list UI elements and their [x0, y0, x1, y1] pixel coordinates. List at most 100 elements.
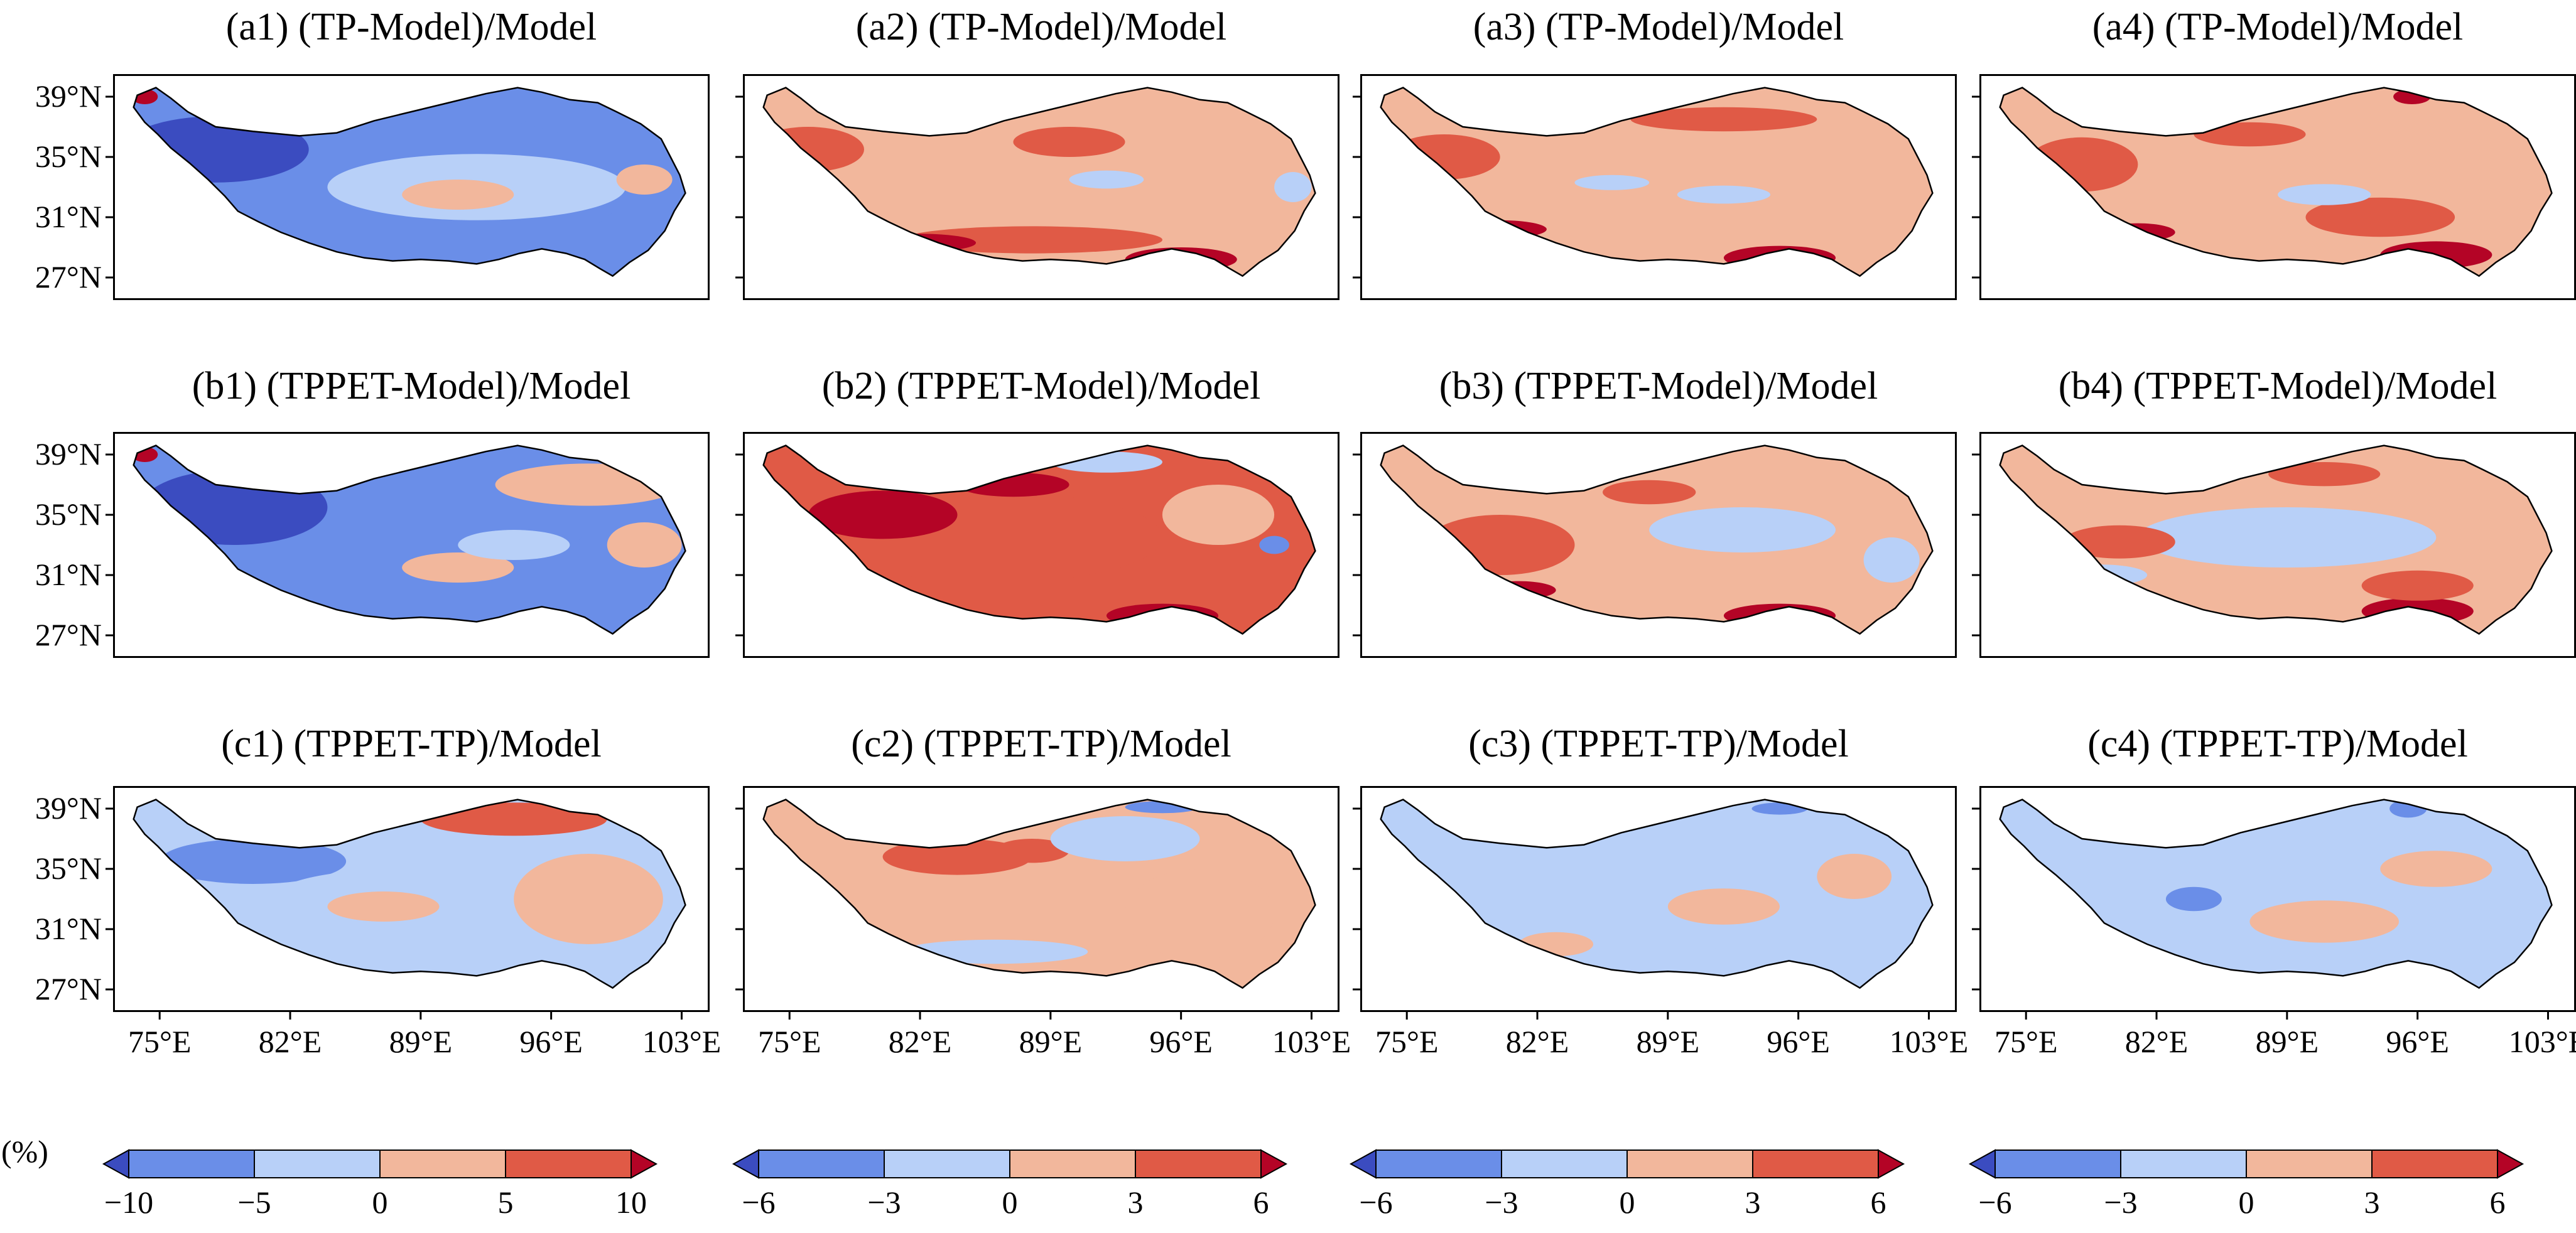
map-region-c3-4 [1817, 854, 1892, 899]
map-b2 [735, 444, 1316, 637]
colorbar-1-segment-3 [505, 1150, 632, 1178]
map-region-b3-5 [1603, 480, 1696, 505]
map-region-a3-2 [1723, 245, 1836, 270]
colorbar-1-tick-2: 0 [372, 1185, 388, 1220]
map-region-a4-0 [2026, 137, 2138, 192]
colorbar-1-segment-1 [254, 1150, 381, 1178]
map-region-c1-4 [514, 854, 663, 944]
plateau-outline-c3 [1380, 799, 1934, 989]
plateau-outline-c2 [762, 799, 1316, 989]
map-region-b3-3 [1649, 507, 1836, 552]
lon-label-c3-4: 103°E [1889, 1024, 1969, 1059]
map-a2 [735, 87, 1316, 279]
map-region-c1-2 [420, 802, 607, 836]
plateau-outline-b4 [1999, 444, 2553, 635]
colorbar-3-segment-1 [1501, 1150, 1628, 1178]
lon-label-c3-3: 96°E [1767, 1024, 1830, 1059]
map-region-c1-5 [327, 891, 440, 922]
map-region-b1-5 [458, 530, 570, 560]
map-region-b4-1 [2063, 525, 2175, 559]
colorbar-2-low-arrow [732, 1149, 759, 1179]
colorbar-4-segment-2 [2246, 1150, 2373, 1178]
colorbar-1-tick-3: 5 [497, 1185, 514, 1220]
map-region-b2-6 [1162, 485, 1275, 545]
lat-label-a1-2: 31°N [35, 199, 102, 234]
colorbar-2-high-arrow [1260, 1149, 1288, 1179]
map-region-b3-0 [1425, 515, 1575, 575]
panel-title-b1: (b1) (TPPET-Model)/Model [192, 365, 631, 407]
colorbar-4-tick-0: −6 [1978, 1185, 2012, 1220]
map-region-b3-2 [1723, 603, 1836, 628]
map-region-c2-5 [1125, 869, 1275, 959]
panel-title-c1: (c1) (TPPET-TP)/Model [221, 723, 602, 765]
colorbar-3-low-arrow [1349, 1149, 1377, 1179]
colorbar-3-tick-2: 0 [1619, 1185, 1635, 1220]
lon-label-c4-3: 96°E [2386, 1024, 2449, 1059]
plateau-outline-b2 [762, 444, 1316, 635]
lon-label-c3-1: 82°E [1505, 1024, 1569, 1059]
lon-label-c1-4: 103°E [642, 1024, 722, 1059]
map-b4 [1972, 444, 2553, 637]
map-region-b2-3 [1106, 603, 1219, 628]
map-region-b2-5 [1259, 536, 1289, 554]
map-region-a3-4 [1630, 107, 1817, 132]
colorbar-4-tick-1: −3 [2104, 1185, 2138, 1220]
map-region-c1-0 [160, 839, 347, 884]
panel-title-b4: (b4) (TPPET-Model)/Model [2058, 365, 2498, 407]
colorbar-1 [102, 1149, 658, 1179]
unit-label: (%) [1, 1134, 48, 1169]
map-region-a1-3 [402, 180, 514, 210]
colorbar-3-high-arrow [1878, 1149, 1905, 1179]
panel-title-a2: (a2) (TP-Model)/Model [855, 6, 1227, 48]
map-region-b1-2 [402, 552, 514, 583]
lat-label-b1-3: 27°N [35, 617, 102, 652]
lon-label-c4-1: 82°E [2124, 1024, 2189, 1059]
map-region-c4-4 [2380, 851, 2492, 887]
map-fill-b3 [1380, 445, 1933, 634]
colorbar-1-segment-2 [379, 1150, 506, 1178]
map-region-a4-5 [2278, 184, 2371, 205]
colorbar-2-tick-1: −3 [867, 1185, 901, 1220]
colorbar-2 [732, 1149, 1288, 1179]
lon-label-c2-0: 75°E [757, 1024, 821, 1059]
lon-label-c4-0: 75°E [1994, 1024, 2058, 1059]
map-b1 [106, 444, 686, 637]
colorbar-1-segment-0 [128, 1150, 255, 1178]
lat-label-a1-0: 39°N [35, 78, 102, 114]
panel-title-c4: (c4) (TPPET-TP)/Model [2087, 723, 2468, 765]
lat-label-c1-1: 35°N [35, 851, 102, 886]
panel-title-a3: (a3) (TP-Model)/Model [1473, 6, 1844, 48]
map-fill-a2 [763, 87, 1316, 276]
colorbar-2-tick-2: 0 [1002, 1185, 1018, 1220]
colorbar-4-segment-3 [2371, 1150, 2498, 1178]
map-region-c4-1 [2165, 886, 2222, 912]
colorbar-2-segment-3 [1135, 1150, 1262, 1178]
lat-label-c1-0: 39°N [35, 790, 102, 826]
colorbar-2-segment-0 [758, 1150, 885, 1178]
map-region-c2-1 [994, 839, 1069, 863]
map-region-a3-1 [1453, 220, 1547, 239]
colorbar-3-segment-0 [1375, 1150, 1502, 1178]
map-region-b1-1 [141, 470, 328, 545]
lat-label-c1-2: 31°N [35, 911, 102, 946]
colorbar-1-tick-1: −5 [237, 1185, 271, 1220]
colorbar-3 [1349, 1149, 1905, 1179]
colorbar-1-tick-4: 10 [615, 1185, 647, 1220]
map-region-a1-4 [616, 164, 673, 195]
map-c2 [735, 799, 1316, 1020]
map-region-a4-6 [2194, 122, 2306, 147]
map-a3 [1353, 87, 1934, 279]
lon-label-c1-3: 96°E [519, 1024, 583, 1059]
colorbar-4-segment-0 [1994, 1150, 2121, 1178]
map-c3 [1353, 799, 1934, 1020]
colorbar-4-tick-3: 3 [2364, 1185, 2380, 1220]
map-a4 [1972, 87, 2553, 279]
map-region-b4-4 [2268, 462, 2381, 487]
map-region-b4-5 [2054, 564, 2148, 586]
colorbar-2-tick-4: 6 [1253, 1185, 1269, 1220]
map-region-a4-3 [2305, 197, 2455, 237]
plateau-outline-a2 [762, 87, 1316, 277]
map-region-b1-3 [495, 463, 682, 506]
map-region-b4-0 [2138, 507, 2437, 568]
colorbar-1-high-arrow [630, 1149, 658, 1179]
